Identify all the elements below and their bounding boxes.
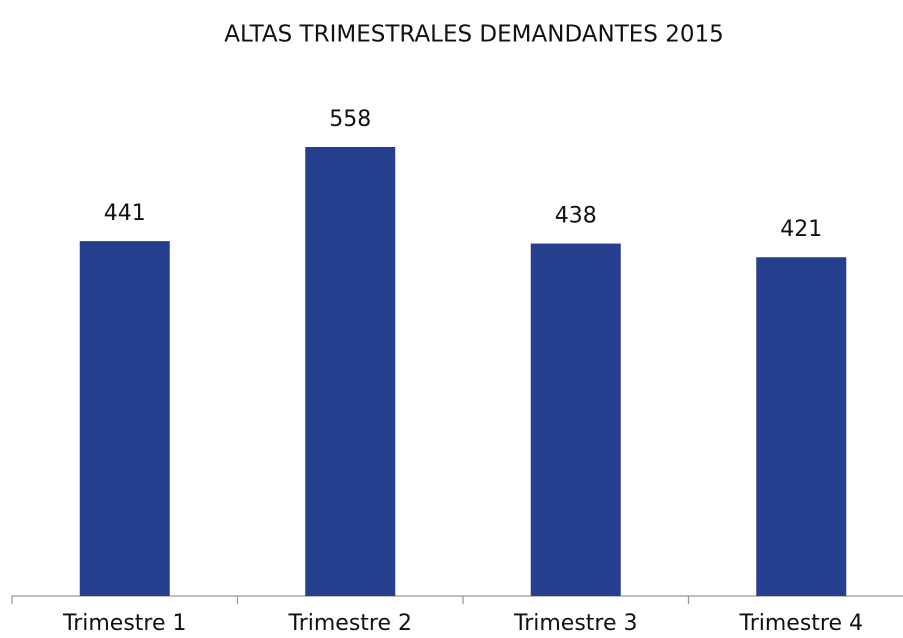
data-label: 558 (329, 107, 371, 132)
bar (756, 257, 847, 596)
bar (530, 243, 621, 596)
x-tick-label: Trimestre 4 (738, 611, 863, 636)
x-tick-label: Trimestre 3 (513, 611, 638, 636)
bar (305, 147, 396, 596)
data-label: 421 (780, 217, 822, 242)
data-label: 438 (555, 204, 597, 229)
data-label: 441 (104, 201, 146, 226)
x-tick-label: Trimestre 1 (62, 611, 187, 636)
bar (79, 241, 170, 597)
chart-title: ALTAS TRIMESTRALES DEMANDANTES 2015 (224, 22, 723, 48)
x-tick-label: Trimestre 2 (287, 611, 412, 636)
